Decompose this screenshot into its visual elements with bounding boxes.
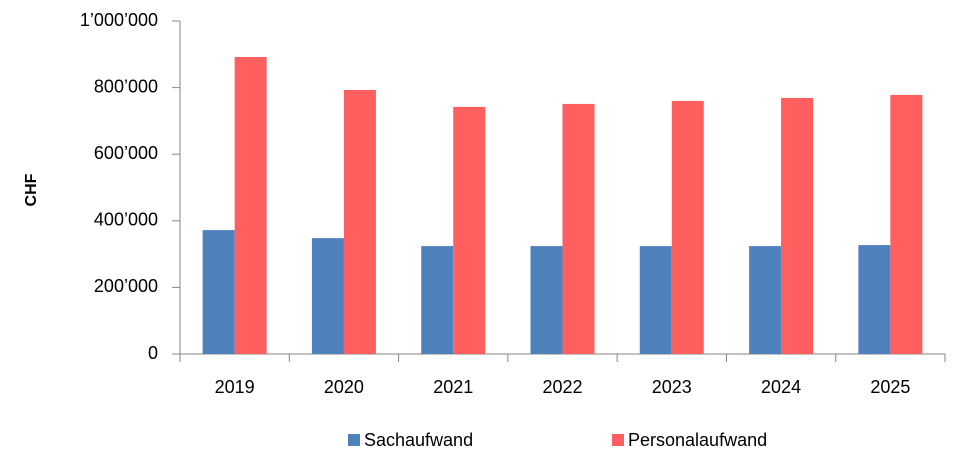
bar bbox=[453, 106, 486, 354]
x-tick-label: 2023 bbox=[652, 377, 692, 397]
y-axis-label: CHF bbox=[23, 173, 40, 206]
bar bbox=[343, 89, 376, 354]
legend-swatch bbox=[348, 434, 360, 446]
x-tick-label: 2021 bbox=[433, 377, 473, 397]
legend-swatch bbox=[612, 434, 624, 446]
bar bbox=[421, 246, 454, 354]
y-tick-label: 800’000 bbox=[94, 76, 158, 96]
x-tick-label: 2022 bbox=[542, 377, 582, 397]
y-tick-label: 200’000 bbox=[94, 276, 158, 296]
y-tick-label: 400’000 bbox=[94, 210, 158, 230]
bar bbox=[234, 56, 267, 355]
legend-label: Personalaufwand bbox=[628, 430, 767, 450]
x-tick-label: 2020 bbox=[324, 377, 364, 397]
y-tick-label: 1’000’000 bbox=[80, 10, 158, 30]
bar bbox=[202, 230, 235, 354]
bar bbox=[639, 246, 672, 354]
bar bbox=[890, 94, 923, 355]
bar bbox=[562, 103, 595, 355]
bar bbox=[749, 246, 782, 354]
x-tick-label: 2024 bbox=[761, 377, 801, 397]
bar bbox=[671, 100, 704, 354]
bar bbox=[311, 238, 344, 354]
bar bbox=[530, 246, 563, 354]
x-tick-label: 2025 bbox=[870, 377, 910, 397]
y-tick-label: 0 bbox=[148, 343, 158, 363]
x-tick-label: 2019 bbox=[215, 377, 255, 397]
bar bbox=[781, 97, 814, 354]
y-tick-label: 600’000 bbox=[94, 143, 158, 163]
legend-label: Sachaufwand bbox=[364, 430, 473, 450]
bar bbox=[858, 245, 891, 354]
